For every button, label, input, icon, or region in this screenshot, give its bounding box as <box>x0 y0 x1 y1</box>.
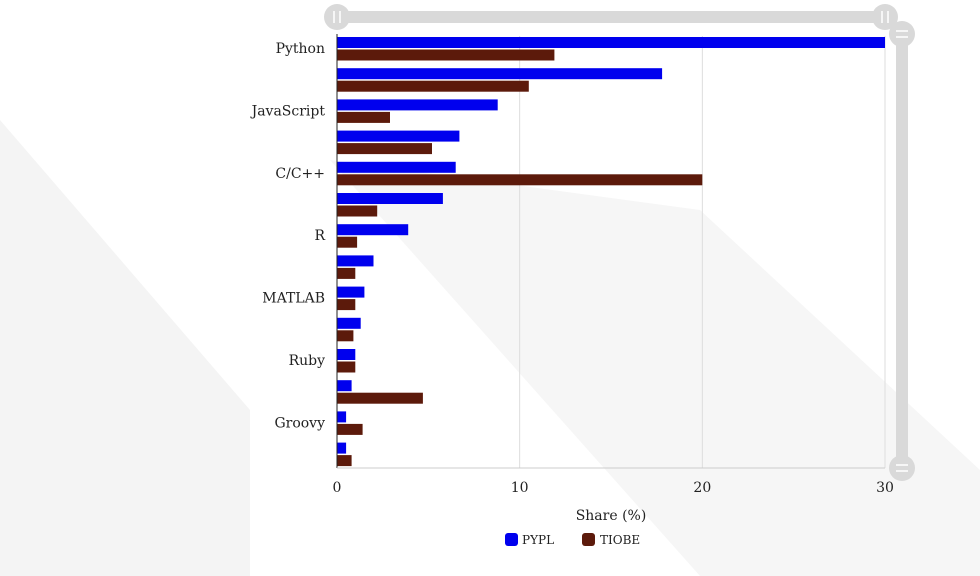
legend: PYPL TIOBE <box>505 533 640 547</box>
equals-icon[interactable] <box>889 455 915 481</box>
category-label: MATLAB <box>262 291 325 307</box>
watermark-shape-left <box>0 120 250 576</box>
bar-tiobe[interactable] <box>337 205 378 217</box>
bar-tiobe[interactable] <box>337 455 352 467</box>
bar-pypl[interactable] <box>337 349 356 360</box>
bar-tiobe[interactable] <box>337 80 529 92</box>
category-labels: Python JavaScript C/C++ R MATLAB Ruby Groovy <box>250 41 326 431</box>
bar-tiobe[interactable] <box>337 392 423 404</box>
pause-icon[interactable] <box>872 4 898 30</box>
x-tick-label: 0 <box>333 480 342 496</box>
bar-tiobe[interactable] <box>337 143 432 155</box>
x-tick-labels: 0 10 20 30 <box>333 480 894 496</box>
side-slider-handle-bottom[interactable] <box>889 455 915 481</box>
side-slider-handle-top[interactable] <box>889 21 915 47</box>
bar-tiobe[interactable] <box>337 361 356 373</box>
bar-pypl[interactable] <box>337 130 460 142</box>
x-tick-label: 20 <box>693 480 711 496</box>
bar-pypl[interactable] <box>337 411 347 423</box>
side-range-slider[interactable] <box>889 21 915 481</box>
legend-swatch-pypl <box>505 533 518 546</box>
bar-tiobe[interactable] <box>337 49 555 61</box>
pause-icon[interactable] <box>324 4 350 30</box>
watermark-shape-right <box>330 160 980 576</box>
category-label: Ruby <box>289 353 326 369</box>
category-label: C/C++ <box>275 166 325 182</box>
bar-pypl[interactable] <box>337 161 456 173</box>
legend-swatch-tiobe <box>582 533 595 546</box>
bar-pypl[interactable] <box>337 380 352 392</box>
x-tick-label: 10 <box>511 480 529 496</box>
bar-pypl[interactable] <box>337 317 361 329</box>
x-axis-title: Share (%) <box>576 508 647 524</box>
bar-tiobe[interactable] <box>337 236 358 248</box>
bar-pypl[interactable] <box>337 442 347 454</box>
axes <box>336 34 885 469</box>
bar-pypl[interactable] <box>337 99 498 111</box>
category-label: R <box>314 228 325 244</box>
bar-tiobe[interactable] <box>337 423 363 435</box>
legend-label-pypl[interactable]: PYPL <box>522 533 554 547</box>
top-slider-handle-left[interactable] <box>324 4 350 30</box>
bar-pypl[interactable] <box>337 37 885 48</box>
bar-pypl[interactable] <box>337 224 409 236</box>
category-label: Groovy <box>274 415 325 431</box>
bar-pypl[interactable] <box>337 68 663 80</box>
bar-pypl[interactable] <box>337 286 365 298</box>
side-slider-track[interactable] <box>896 34 908 468</box>
x-tick-label: 30 <box>876 480 894 496</box>
bar-tiobe[interactable] <box>337 330 354 342</box>
category-label: Python <box>276 41 325 57</box>
bar-tiobe[interactable] <box>337 299 356 311</box>
top-slider-handle-right[interactable] <box>872 4 898 30</box>
bar-pypl[interactable] <box>337 193 443 204</box>
bar-tiobe[interactable] <box>337 111 390 123</box>
category-label: JavaScript <box>250 103 326 119</box>
grid-lines <box>519 36 886 468</box>
bar-tiobe[interactable] <box>337 267 356 279</box>
legend-label-tiobe[interactable]: TIOBE <box>600 533 640 547</box>
top-slider-track[interactable] <box>337 11 885 23</box>
top-range-slider[interactable] <box>324 4 898 30</box>
bar-pypl[interactable] <box>337 255 374 267</box>
bar-tiobe[interactable] <box>337 174 703 186</box>
equals-icon[interactable] <box>889 21 915 47</box>
bar-group <box>337 37 885 467</box>
